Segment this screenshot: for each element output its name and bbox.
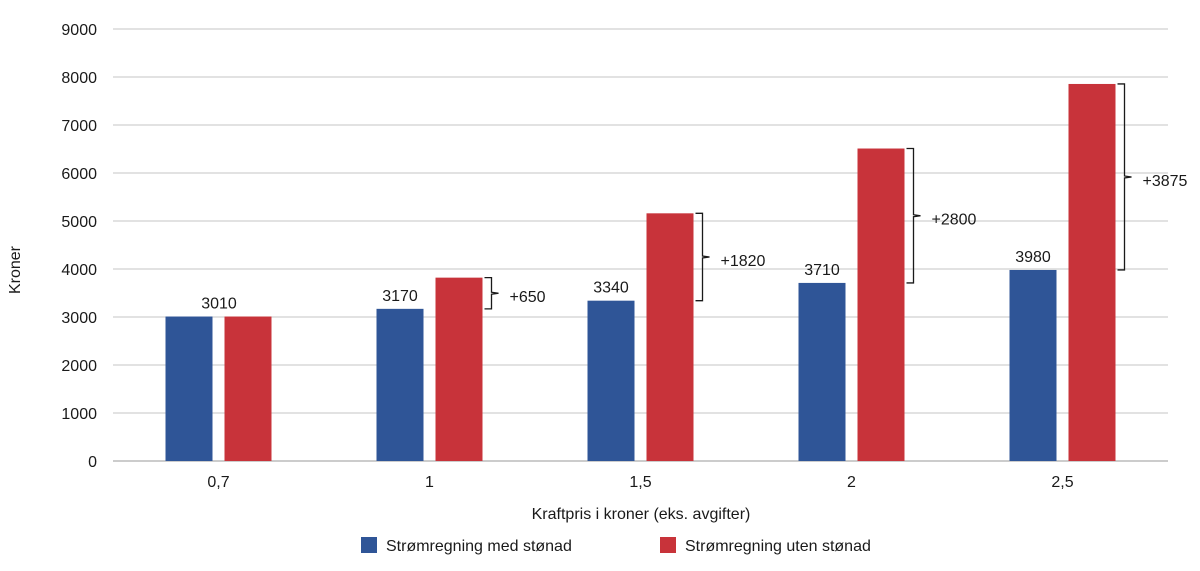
x-tick-label: 0,7 — [207, 474, 229, 491]
bar-uten-stonad — [1068, 83, 1116, 462]
difference-bracket — [484, 276, 499, 310]
bar-med-stonad — [587, 300, 635, 461]
bar-uten-stonad — [646, 213, 694, 461]
x-tick-label: 2,5 — [1051, 474, 1073, 491]
legend-swatch-med-stonad — [361, 537, 377, 553]
bars — [165, 83, 1116, 462]
bar-uten-stonad — [857, 148, 905, 461]
difference-bracket — [906, 147, 921, 284]
x-axis-ticks: 0,7 1 1,5 2 2,5 — [207, 474, 1073, 491]
y-tick-label: 0 — [88, 454, 97, 471]
legend-label: Strømregning med stønad — [386, 538, 572, 555]
x-tick-label: 2 — [847, 474, 856, 491]
y-tick-label: 1000 — [61, 406, 97, 423]
y-tick-label: 9000 — [61, 22, 97, 39]
y-tick-label: 8000 — [61, 70, 97, 87]
difference-brackets: +650 +1820 +2800 +3875 — [484, 83, 1188, 310]
legend-swatch-uten-stonad — [660, 537, 676, 553]
data-label: 3980 — [1015, 249, 1051, 266]
bar-med-stonad — [798, 282, 846, 461]
legend-label: Strømregning uten stønad — [685, 538, 871, 555]
x-tick-label: 1 — [425, 474, 434, 491]
y-tick-label: 3000 — [61, 310, 97, 327]
data-label: 3010 — [201, 296, 237, 313]
y-tick-label: 4000 — [61, 262, 97, 279]
data-label: 3340 — [593, 280, 629, 297]
legend: Strømregning med stønad Strømregning uten… — [361, 537, 871, 555]
x-tick-label: 1,5 — [629, 474, 651, 491]
bar-uten-stonad — [435, 277, 483, 461]
y-tick-label: 7000 — [61, 118, 97, 135]
bar-med-stonad — [165, 316, 213, 461]
data-label: 3170 — [382, 288, 418, 305]
difference-label: +650 — [510, 289, 546, 306]
gridlines — [113, 28, 1168, 462]
y-axis-ticks: 0 1000 2000 3000 4000 5000 6000 7000 8000 9000 — [61, 22, 97, 471]
y-tick-label: 6000 — [61, 166, 97, 183]
y-tick-label: 2000 — [61, 358, 97, 375]
bar-med-stonad — [376, 308, 424, 461]
data-labels: 3010 3170 3340 3710 3980 — [201, 249, 1051, 313]
difference-bracket — [1117, 83, 1132, 271]
y-tick-label: 5000 — [61, 214, 97, 231]
difference-label: +3875 — [1143, 173, 1188, 190]
difference-bracket — [695, 212, 710, 302]
bar-uten-stonad — [224, 316, 272, 461]
difference-label: +1820 — [721, 253, 766, 270]
difference-label: +2800 — [932, 212, 977, 229]
bar-med-stonad — [1009, 269, 1057, 461]
x-axis-title: Kraftpris i kroner (eks. avgifter) — [532, 506, 751, 523]
y-axis-title: Kroner — [7, 245, 24, 294]
data-label: 3710 — [804, 262, 840, 279]
